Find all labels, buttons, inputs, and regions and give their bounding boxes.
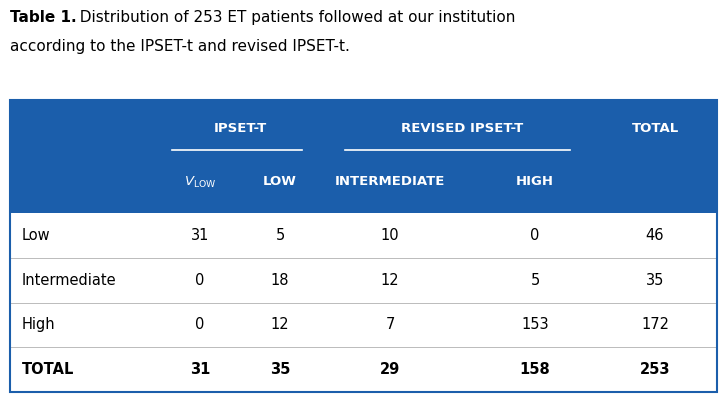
Text: 35: 35 (270, 362, 290, 377)
Text: 12: 12 (381, 273, 399, 288)
Bar (10, 213, 717, 392)
Text: High: High (22, 317, 56, 332)
Text: Distribution of 253 ET patients followed at our institution: Distribution of 253 ET patients followed… (71, 10, 515, 25)
Text: 0: 0 (196, 273, 205, 288)
Text: 46: 46 (646, 228, 664, 243)
Text: TOTAL: TOTAL (631, 122, 678, 134)
Text: 10: 10 (381, 228, 399, 243)
Text: 5: 5 (531, 273, 539, 288)
Text: TOTAL: TOTAL (22, 362, 74, 377)
Text: 153: 153 (521, 317, 549, 332)
Text: 31: 31 (190, 362, 210, 377)
Text: according to the IPSET-t and revised IPSET-t.: according to the IPSET-t and revised IPS… (10, 39, 350, 54)
Text: INTERMEDIATE: INTERMEDIATE (335, 176, 445, 188)
Text: REVISED IPSET-T: REVISED IPSET-T (401, 122, 523, 134)
Text: IPSET-T: IPSET-T (214, 122, 267, 134)
Text: HIGH: HIGH (516, 176, 554, 188)
Text: 31: 31 (190, 228, 209, 243)
Text: 18: 18 (270, 273, 289, 288)
Text: Low: Low (22, 228, 51, 243)
Text: 253: 253 (640, 362, 670, 377)
Bar (10, 100, 717, 392)
Text: 5: 5 (276, 228, 285, 243)
Text: 172: 172 (641, 317, 669, 332)
Text: 35: 35 (646, 273, 664, 288)
Text: 7: 7 (385, 317, 395, 332)
Text: 0: 0 (196, 317, 205, 332)
Text: $V_{\mathrm{LOW}}$: $V_{\mathrm{LOW}}$ (184, 174, 216, 190)
Text: Table 1.: Table 1. (10, 10, 76, 25)
Bar (10, 100, 717, 213)
Text: 158: 158 (520, 362, 550, 377)
Text: Intermediate: Intermediate (22, 273, 116, 288)
Text: LOW: LOW (263, 176, 297, 188)
Text: 0: 0 (530, 228, 539, 243)
Text: 29: 29 (380, 362, 400, 377)
Text: 12: 12 (270, 317, 289, 332)
